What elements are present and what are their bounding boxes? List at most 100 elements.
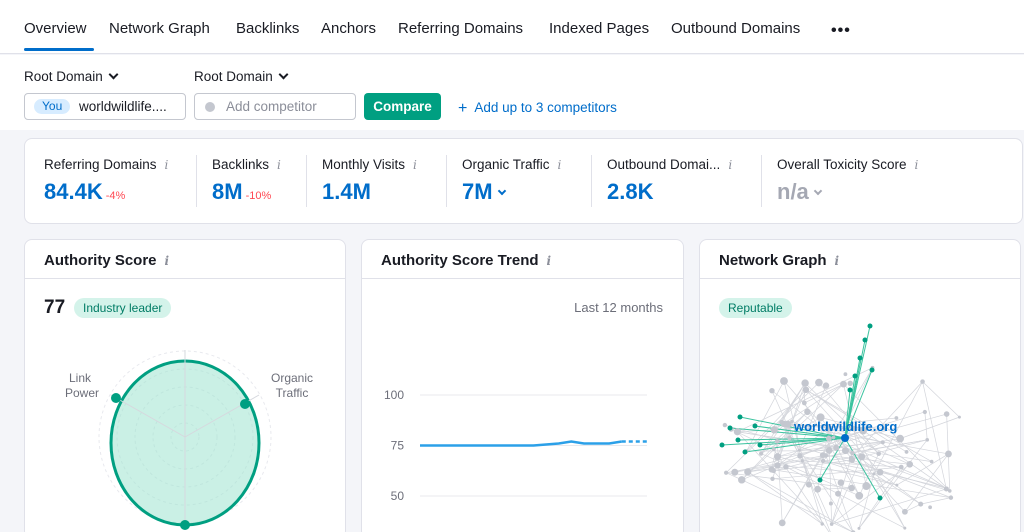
network-edge: [771, 469, 951, 498]
network-edge: [831, 488, 947, 525]
network-node: [872, 472, 876, 476]
network-node: [804, 408, 811, 416]
metric-label: Backlinks: [212, 157, 270, 172]
competitor-input[interactable]: Add competitor: [194, 93, 356, 120]
network-node: [948, 495, 954, 500]
network-edge: [831, 463, 910, 525]
metric-value: 1.4M: [322, 179, 371, 204]
network-edge: [747, 465, 778, 473]
radar-axis: [110, 394, 186, 438]
authority-trend-card: Authority Score Trend i Last 12 months 10…: [361, 239, 684, 532]
root-domain-dropdown[interactable]: Root Domain: [24, 69, 119, 84]
info-icon[interactable]: i: [413, 158, 417, 172]
chevron-down-icon[interactable]: [497, 186, 506, 196]
network-node-highlight: [737, 414, 743, 420]
tab-backlinks[interactable]: Backlinks: [236, 20, 300, 37]
tab-network-graph[interactable]: Network Graph: [109, 20, 210, 37]
network-graph[interactable]: worldwildlife.org: [700, 240, 1021, 532]
network-node: [943, 411, 950, 417]
network-graph-card: Network Graph i Reputable worldwildlife.o…: [699, 239, 1021, 532]
card-title-text: Network Graph: [719, 252, 827, 269]
network-node: [820, 522, 824, 526]
domain-field[interactable]: You worldwildlife....: [24, 93, 186, 120]
tab-outbound-domains[interactable]: Outbound Domains: [671, 20, 801, 37]
network-node: [770, 426, 778, 434]
dropdown-label: Root Domain: [194, 69, 273, 84]
network-node: [837, 479, 845, 486]
network-node: [849, 425, 856, 432]
info-icon[interactable]: i: [914, 158, 919, 172]
more-tabs-button[interactable]: •••: [831, 22, 851, 39]
network-edge-highlight: [844, 437, 881, 499]
network-edge: [799, 455, 831, 532]
network-edge-highlight: [844, 389, 851, 439]
card-title: Authority Score Trend i: [381, 252, 551, 269]
network-edge: [852, 428, 906, 529]
metrics-panel: Referring Domains i 84.4K -4% Backlinks i 8…: [24, 138, 1023, 224]
radar-point-organic-traffic: [240, 399, 250, 409]
network-node: [841, 447, 849, 455]
network-node: [858, 453, 866, 461]
network-node-highlight: [757, 442, 763, 448]
network-edge: [825, 455, 910, 465]
network-node-highlight: [869, 367, 875, 373]
info-icon[interactable]: i: [557, 158, 562, 172]
reputable-badge: Reputable: [719, 298, 792, 318]
network-edge-highlight: [844, 375, 856, 439]
network-node: [800, 459, 804, 463]
metric-label: Overall Toxicity Score: [777, 157, 907, 172]
root-domain-dropdown-competitor[interactable]: Root Domain: [194, 69, 289, 84]
network-node: [876, 468, 884, 476]
network-edge: [799, 455, 881, 473]
network-node: [829, 522, 834, 526]
tab-referring-domains[interactable]: Referring Domains: [398, 20, 524, 37]
radar-point-link-power: [111, 393, 121, 403]
divider: [196, 155, 197, 207]
info-icon[interactable]: i: [277, 158, 281, 172]
card-title: Authority Score i: [44, 252, 169, 269]
network-edge: [861, 456, 906, 529]
network-edge: [798, 385, 827, 451]
network-node: [816, 413, 825, 422]
network-edge: [831, 456, 863, 525]
network-node-highlight: [817, 477, 823, 483]
chevron-down-icon[interactable]: [813, 186, 823, 196]
network-node-highlight: [735, 437, 741, 443]
info-icon[interactable]: i: [834, 254, 840, 268]
network-edge: [737, 429, 775, 433]
domain-value: worldwildlife....: [79, 99, 167, 114]
network-node: [898, 464, 904, 470]
info-icon[interactable]: i: [546, 254, 552, 268]
tab-anchors[interactable]: Anchors: [321, 20, 377, 37]
network-edge: [922, 381, 960, 418]
network-node: [771, 447, 776, 451]
network-node: [825, 424, 833, 432]
network-node-highlight: [852, 373, 858, 379]
chevron-down-icon: [278, 69, 289, 80]
compare-button[interactable]: Compare: [364, 93, 441, 120]
network-node: [928, 505, 933, 510]
info-icon[interactable]: i: [164, 158, 169, 172]
network-node: [895, 483, 899, 487]
radar-label-link-power: Link Power: [65, 371, 100, 400]
network-edge: [747, 471, 823, 525]
info-icon[interactable]: i: [164, 254, 170, 268]
y-tick-label: 75: [391, 439, 405, 453]
industry-leader-badge: Industry leader: [74, 298, 172, 318]
tab-overview[interactable]: Overview: [24, 20, 87, 37]
network-node: [902, 508, 908, 515]
tab-indexed-pages[interactable]: Indexed Pages: [549, 20, 650, 37]
info-icon[interactable]: i: [728, 158, 733, 172]
network-center-node: [841, 434, 849, 442]
network-node: [882, 426, 887, 431]
network-node: [896, 434, 905, 443]
divider: [591, 155, 592, 207]
network-edge: [851, 459, 952, 498]
network-node: [770, 476, 775, 481]
add-competitors-link[interactable]: + Add up to 3 competitors: [458, 99, 617, 117]
active-tab-indicator: [24, 48, 94, 51]
network-node: [848, 455, 854, 461]
tabs-bar: Overview Network Graph Backlinks Anchors…: [0, 0, 1024, 54]
add-competitors-label: Add up to 3 competitors: [474, 100, 617, 115]
network-node: [802, 386, 810, 394]
